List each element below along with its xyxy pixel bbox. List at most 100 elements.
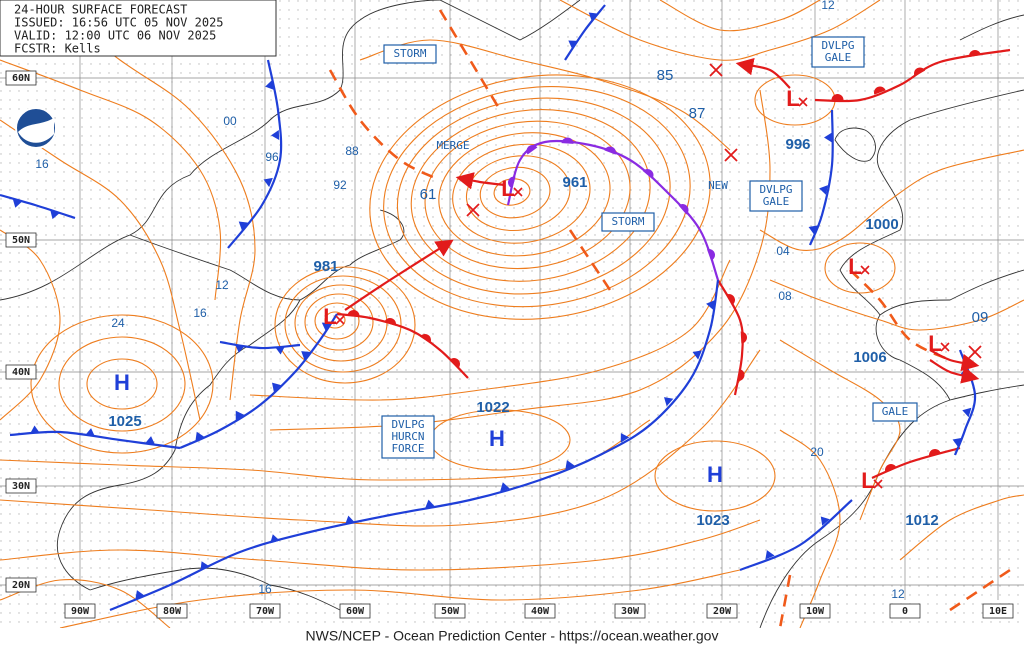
longitude-label: 70W	[256, 606, 275, 617]
cold-front-barb	[345, 515, 355, 525]
fronts	[0, 4, 1011, 612]
warm-front-barb	[914, 67, 926, 77]
lon-label-box	[706, 603, 738, 619]
isobar	[369, 74, 711, 320]
center-pressure: 1006	[853, 349, 886, 366]
warning-box	[872, 402, 918, 422]
cold-front-barb	[820, 516, 830, 526]
warm-front-barb	[706, 249, 715, 261]
isobar	[0, 229, 61, 421]
lat-label-box	[5, 70, 37, 86]
cold-front-barb	[952, 437, 962, 448]
graticule	[0, 0, 1024, 600]
warning-box	[811, 36, 865, 68]
warning-box	[601, 212, 655, 232]
past-position	[968, 345, 982, 359]
warm-front-barb	[874, 86, 886, 95]
warning-text: GALE	[763, 195, 790, 208]
lat-label-box	[5, 577, 37, 593]
cold-front-barb	[565, 460, 575, 470]
header-forecaster: FCSTR: Kells	[14, 42, 101, 56]
longitude-label: 20W	[713, 606, 732, 617]
cold-front-barb	[765, 550, 775, 560]
cold-front-barb	[706, 300, 715, 310]
front-line	[739, 499, 853, 572]
latitude-label: 60N	[12, 73, 30, 84]
lon-label-box	[434, 603, 466, 619]
footer-band	[0, 628, 1024, 652]
center-mark	[798, 97, 808, 107]
isobar	[779, 429, 841, 629]
warm-front-barb	[726, 294, 735, 306]
storm-tracks	[344, 57, 982, 384]
latitude-label: 50N	[12, 235, 30, 246]
lon-label-box	[339, 603, 371, 619]
isobar	[0, 349, 761, 527]
warm-front-barb	[561, 137, 574, 144]
center-pressure: 1022	[476, 399, 509, 416]
dot-grid	[0, 0, 1024, 628]
cold-front-barb	[195, 431, 205, 442]
center-pressure: 1012	[905, 512, 938, 529]
longitude-label: 80W	[163, 606, 182, 617]
footer: NWS/NCEP - Ocean Prediction Center - htt…	[306, 628, 719, 644]
isobar	[654, 440, 776, 512]
cold-front-barb	[12, 198, 23, 208]
isobar	[314, 302, 360, 340]
center-symbol: L	[786, 86, 799, 111]
isobar	[0, 119, 201, 421]
isobars	[0, 0, 1024, 629]
warning-text: FORCE	[391, 442, 424, 455]
header-title: 24-HOUR SURFACE FORECAST	[14, 3, 187, 17]
trough	[949, 568, 1011, 612]
trough	[849, 269, 951, 362]
isobar-label: 12	[215, 278, 229, 292]
isobar	[0, 419, 651, 481]
lon-label-box	[249, 603, 281, 619]
isobar	[86, 358, 158, 410]
cold-front-barb	[30, 425, 40, 434]
cold-front-barb	[425, 499, 435, 509]
isobar-label: 92	[333, 178, 347, 192]
annotation: MERGE	[436, 139, 469, 152]
lon-label-box	[524, 603, 556, 619]
isobar	[769, 279, 1024, 331]
warning-box	[383, 44, 437, 64]
longitude-label: 90W	[71, 606, 90, 617]
isobar	[452, 143, 591, 244]
lon-label-box	[614, 603, 646, 619]
annotation: NEW	[708, 179, 728, 192]
past-position	[724, 148, 738, 162]
isobar	[39, 0, 256, 401]
cold-front-barb	[620, 433, 630, 443]
cold-front-barb	[135, 590, 145, 600]
isobar	[304, 293, 374, 351]
header-valid: VALID: 12:00 UTC 06 NOV 2025	[14, 29, 216, 43]
warning-text: DVLPG	[759, 183, 792, 196]
labels: 60N 50N 40N 30N 20N 90W 80W 70W 60W 50W 40W 30W 20W 1…	[5, 0, 1014, 619]
isobar-label: 00	[223, 114, 237, 128]
cold-front-barb	[200, 561, 210, 571]
cold-front-barb	[272, 382, 282, 392]
isobar	[465, 155, 571, 232]
isobar	[410, 109, 651, 282]
warm-front-barb	[420, 333, 431, 344]
cold-front-barb	[808, 225, 818, 235]
warning-text: STORM	[393, 47, 426, 60]
warning-text: GALE	[825, 51, 852, 64]
center-pressure: 981	[313, 258, 338, 275]
isobar	[324, 311, 346, 329]
center-mark	[335, 315, 345, 325]
isobar	[0, 519, 761, 571]
isobar	[30, 314, 214, 454]
cold-front-barb	[265, 80, 274, 90]
isobar-label: 96	[265, 150, 279, 164]
isobar-label: 88	[345, 144, 359, 158]
lon-label-box	[156, 603, 188, 619]
warm-front-barb	[737, 369, 745, 382]
isobar	[0, 59, 222, 301]
front-line	[814, 48, 1011, 103]
header-issued: ISSUED: 16:56 UTC 05 NOV 2025	[14, 16, 224, 30]
warm-front-barb	[526, 145, 538, 155]
